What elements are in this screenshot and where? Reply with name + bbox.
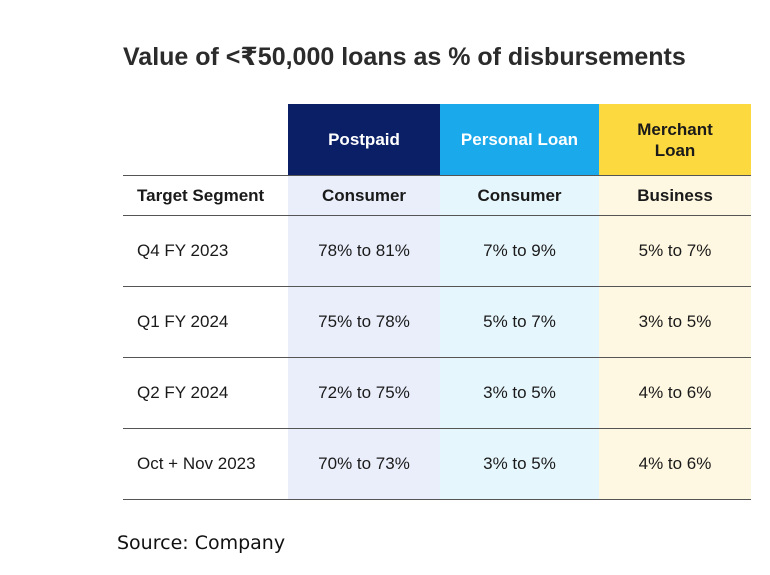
header-empty-cell — [123, 104, 288, 175]
row-postpaid-value: 78% to 81% — [288, 216, 440, 286]
row-postpaid-value: 75% to 78% — [288, 287, 440, 357]
header-personal-loan: Personal Loan — [440, 104, 599, 175]
row-personal-loan-value: 7% to 9% — [440, 216, 599, 286]
page-title: Value of <₹50,000 loans as % of disburse… — [123, 43, 686, 71]
header-merchant-loan: Merchant Loan — [599, 104, 751, 175]
row-period: Q2 FY 2024 — [137, 383, 229, 402]
table-row: Q2 FY 2024 72% to 75% 3% to 5% 4% to 6% — [123, 358, 751, 429]
header-postpaid: Postpaid — [288, 104, 440, 175]
row-merchant-loan-value: 4% to 6% — [599, 358, 751, 428]
segment-personal-loan: Consumer — [440, 176, 599, 215]
row-merchant-loan-value: 4% to 6% — [599, 429, 751, 499]
row-period: Oct + Nov 2023 — [137, 454, 256, 473]
segment-merchant-loan: Business — [599, 176, 751, 215]
table-row: Q4 FY 2023 78% to 81% 7% to 9% 5% to 7% — [123, 216, 751, 287]
row-period: Q4 FY 2023 — [137, 241, 229, 260]
row-merchant-loan-value: 5% to 7% — [599, 216, 751, 286]
segment-row: Target Segment Consumer Consumer Busines… — [123, 175, 751, 216]
row-personal-loan-value: 3% to 5% — [440, 429, 599, 499]
header-merchant-line2: Loan — [654, 140, 696, 160]
loans-table: Postpaid Personal Loan Merchant Loan Tar… — [123, 104, 751, 500]
segment-label: Target Segment — [137, 185, 265, 205]
table-row: Oct + Nov 2023 70% to 73% 3% to 5% 4% to… — [123, 429, 751, 500]
row-period: Q1 FY 2024 — [137, 312, 229, 331]
table-row: Q1 FY 2024 75% to 78% 5% to 7% 3% to 5% — [123, 287, 751, 358]
row-postpaid-value: 70% to 73% — [288, 429, 440, 499]
table-header-row: Postpaid Personal Loan Merchant Loan — [123, 104, 751, 175]
header-merchant-line1: Merchant — [637, 119, 713, 139]
row-personal-loan-value: 3% to 5% — [440, 358, 599, 428]
source-note: Source: Company — [117, 532, 286, 554]
row-merchant-loan-value: 3% to 5% — [599, 287, 751, 357]
segment-postpaid: Consumer — [288, 176, 440, 215]
row-personal-loan-value: 5% to 7% — [440, 287, 599, 357]
row-postpaid-value: 72% to 75% — [288, 358, 440, 428]
